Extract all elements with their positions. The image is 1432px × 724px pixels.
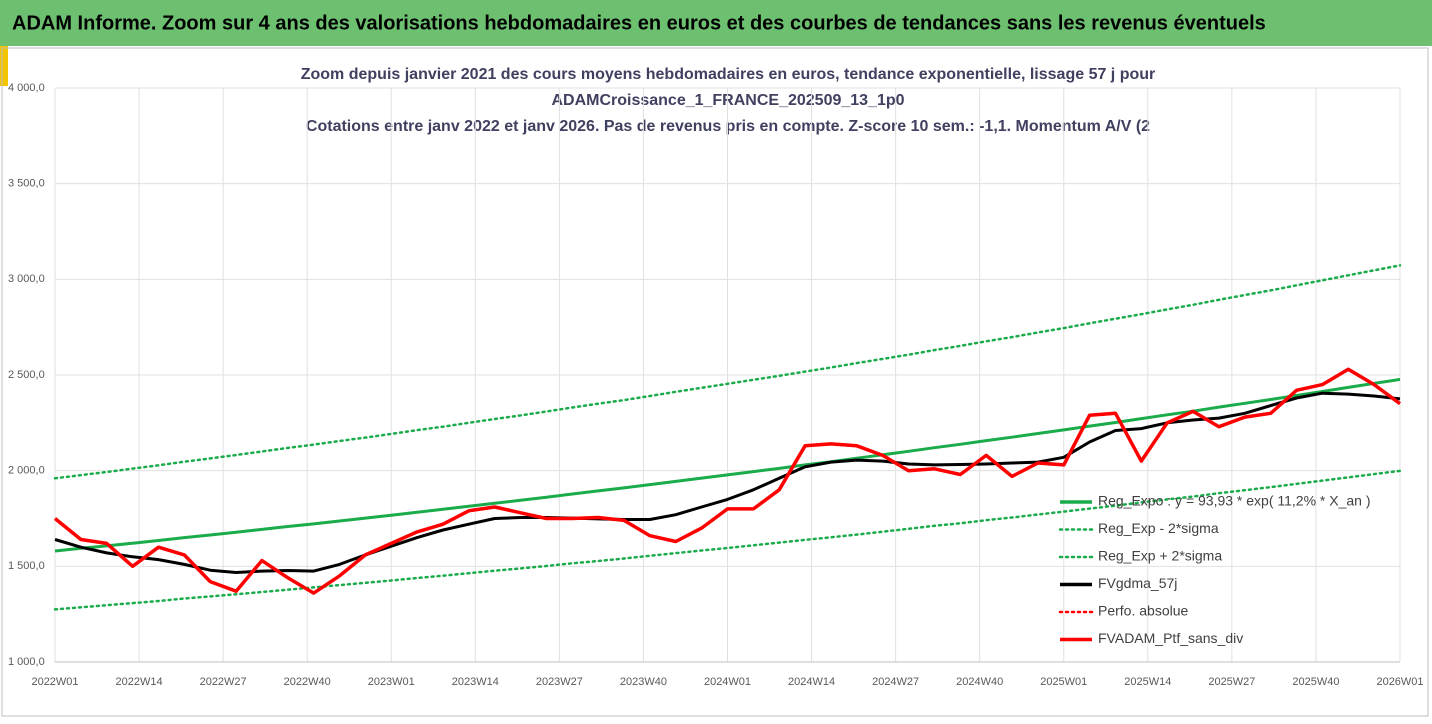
series-line [54,377,1401,553]
legend-label: FVgdma_57j [1098,575,1177,591]
x-tick-label: 2022W14 [116,676,163,688]
x-tick-label: 2025W01 [1040,676,1087,688]
x-tick-label: 2025W40 [1292,676,1339,688]
banner [0,0,1432,46]
legend-label: Reg_Expo : y = 93,93 * exp( 11,2% * X_an… [1098,493,1371,509]
x-tick-label: 2022W40 [284,676,331,688]
y-tick-label: 3 000,0 [8,273,45,285]
x-tick-label: 2022W01 [31,676,78,688]
legend-label: Reg_Exp + 2*sigma [1098,548,1222,564]
x-tick-label: 2024W01 [704,676,751,688]
y-tick-label: 2 500,0 [8,369,45,381]
y-tick-label: 4 000,0 [8,82,45,94]
x-tick-label: 2022W27 [200,676,247,688]
x-tick-label: 2023W27 [536,676,583,688]
y-tick-label: 1 000,0 [8,656,45,668]
legend-label: Reg_Exp - 2*sigma [1098,520,1219,536]
x-tick-label: 2023W40 [620,676,667,688]
x-tick-label: 2024W40 [956,676,1003,688]
chart-frame [1,47,1429,717]
x-tick-label: 2025W14 [1124,676,1171,688]
chart-title: Zoom depuis janvier 2021 des cours moyen… [301,66,1156,83]
y-tick-label: 1 500,0 [8,560,45,572]
x-tick-label: 2024W14 [788,676,835,688]
chart-title: ADAMCroissance_1_FRANCE_202509_13_1p0 [551,92,904,109]
x-tick-label: 2024W27 [872,676,919,688]
x-tick-label: 2023W01 [368,676,415,688]
accent [0,46,8,86]
series-line [53,264,1402,480]
x-tick-label: 2025W27 [1208,676,1255,688]
legend-label: FVADAM_Ptf_sans_div [1098,630,1243,646]
banner-title: ADAM Informe. Zoom sur 4 ans des valoris… [12,12,1266,34]
x-tick-label: 2026W01 [1376,676,1423,688]
series-line [53,469,1402,611]
y-tick-label: 3 500,0 [8,178,45,190]
y-tick-label: 2 000,0 [8,465,45,477]
chart-title: Cotations entre janv 2022 et janv 2026. … [306,118,1150,135]
legend-label: Perfo. absolue [1098,603,1188,619]
series-line [53,367,1402,595]
x-tick-label: 2023W14 [452,676,499,688]
